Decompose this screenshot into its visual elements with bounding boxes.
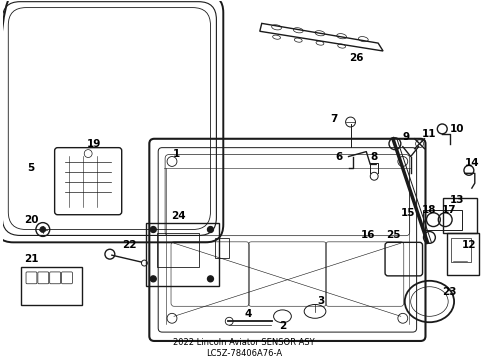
Text: 8: 8 [370, 152, 377, 162]
Text: 17: 17 [441, 205, 455, 215]
Circle shape [207, 226, 213, 233]
Text: 7: 7 [329, 114, 337, 124]
Text: 22: 22 [122, 240, 137, 250]
Text: 5: 5 [27, 163, 35, 174]
Text: 6: 6 [334, 152, 342, 162]
Text: 11: 11 [421, 129, 436, 139]
Text: 16: 16 [360, 230, 375, 240]
Text: 19: 19 [87, 139, 101, 149]
Text: 12: 12 [461, 240, 475, 250]
Text: 18: 18 [421, 205, 436, 215]
Text: 10: 10 [449, 124, 463, 134]
Text: 23: 23 [441, 287, 455, 297]
Text: 3: 3 [317, 296, 324, 306]
Text: 20: 20 [23, 215, 38, 225]
Text: 24: 24 [171, 211, 186, 221]
Text: 15: 15 [400, 208, 414, 218]
Text: 13: 13 [449, 195, 463, 205]
Circle shape [150, 276, 156, 282]
Text: 2022 Lincoln Aviator SENSOR ASY
LC5Z-78406A76-A: 2022 Lincoln Aviator SENSOR ASY LC5Z-784… [173, 338, 314, 357]
Text: 4: 4 [244, 309, 251, 319]
Text: 21: 21 [23, 254, 38, 264]
Text: 2: 2 [278, 321, 285, 331]
Text: 1: 1 [172, 149, 179, 158]
Text: 14: 14 [464, 158, 478, 168]
Text: 25: 25 [385, 230, 399, 240]
Circle shape [207, 276, 213, 282]
Circle shape [150, 226, 156, 233]
Text: 26: 26 [348, 53, 363, 63]
Text: 9: 9 [401, 132, 408, 142]
Circle shape [40, 226, 46, 233]
